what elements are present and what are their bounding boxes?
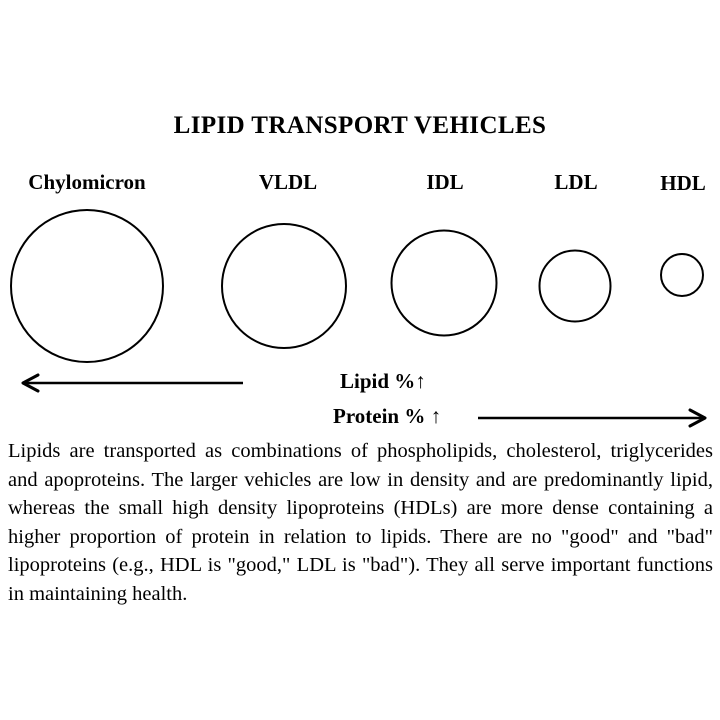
lipid-gradient-label: Lipid %↑ [340, 369, 426, 393]
description-block: Lipids are transported as combinations o… [8, 437, 713, 608]
lipoprotein-diagram: Chylomicron VLDL IDL LDL HDL [10, 170, 706, 363]
protein-gradient-arrow-graphic [478, 408, 707, 428]
particle-circle-chylomicron [10, 209, 164, 363]
particle-circle-ldl [538, 249, 612, 323]
protein-gradient-label: Protein % ↑ [333, 404, 442, 428]
particle-label-chylomicron: Chylomicron [28, 170, 146, 194]
gradient-axes: Lipid %↑ Protein % ↑ [0, 355, 720, 440]
particle-label-idl: IDL [426, 170, 464, 194]
particle-label-vldl: VLDL [258, 170, 318, 194]
particle-circle-hdl [660, 253, 704, 297]
particle-label-hdl: HDL [660, 171, 706, 195]
description-paragraph: Lipids are transported as combinations o… [8, 440, 713, 605]
particle-circle-vldl [221, 223, 347, 349]
particle-circle-idl [390, 229, 498, 337]
lipid-gradient-arrow-graphic [21, 373, 243, 393]
particle-label-ldl: LDL [554, 170, 598, 194]
figure-title: LIPID TRANSPORT VEHICLES [173, 112, 547, 139]
